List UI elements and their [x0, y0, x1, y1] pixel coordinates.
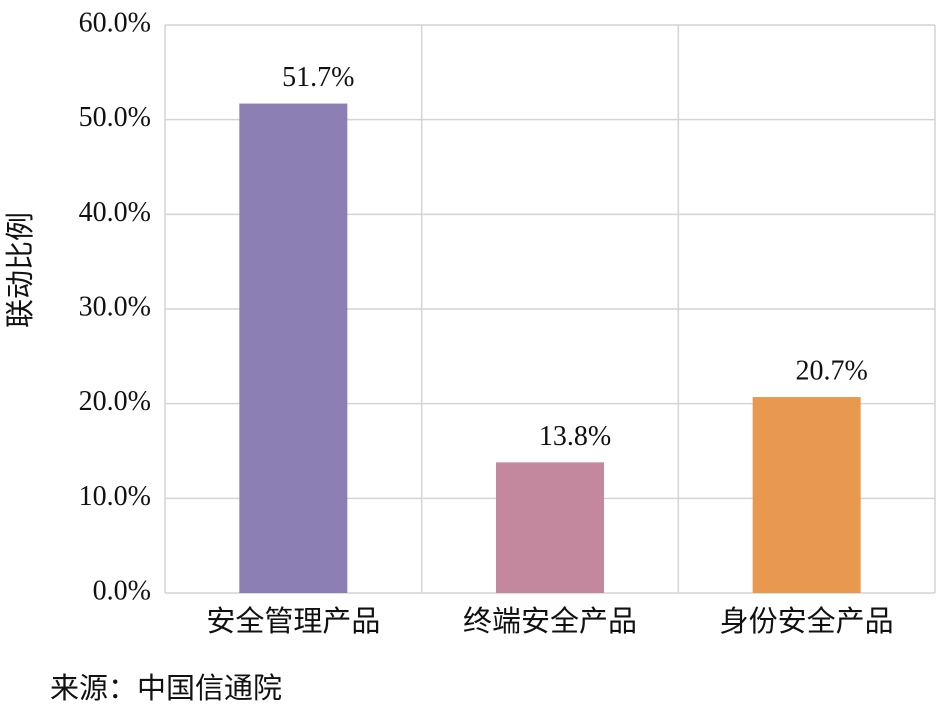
- source-note: 来源：中国信通院: [50, 671, 282, 705]
- y-axis-label: 联动比例: [3, 212, 37, 328]
- x-tick-label: 身份安全产品: [720, 604, 894, 638]
- y-tick-label: 60.0%: [79, 7, 151, 38]
- y-tick-label: 0.0%: [93, 575, 151, 606]
- data-label: 51.7%: [282, 62, 354, 93]
- y-tick-label: 50.0%: [79, 102, 151, 133]
- x-tick-label: 终端安全产品: [463, 604, 637, 638]
- data-label: 20.7%: [796, 355, 868, 386]
- bar: [239, 103, 348, 593]
- y-tick-label: 30.0%: [79, 291, 151, 322]
- data-label: 13.8%: [539, 421, 611, 452]
- x-tick-label: 安全管理产品: [206, 604, 380, 638]
- y-tick-label: 10.0%: [79, 481, 151, 512]
- y-tick-label: 20.0%: [79, 386, 151, 417]
- y-tick-label: 40.0%: [79, 197, 151, 228]
- bar: [752, 397, 861, 593]
- bar: [496, 462, 604, 593]
